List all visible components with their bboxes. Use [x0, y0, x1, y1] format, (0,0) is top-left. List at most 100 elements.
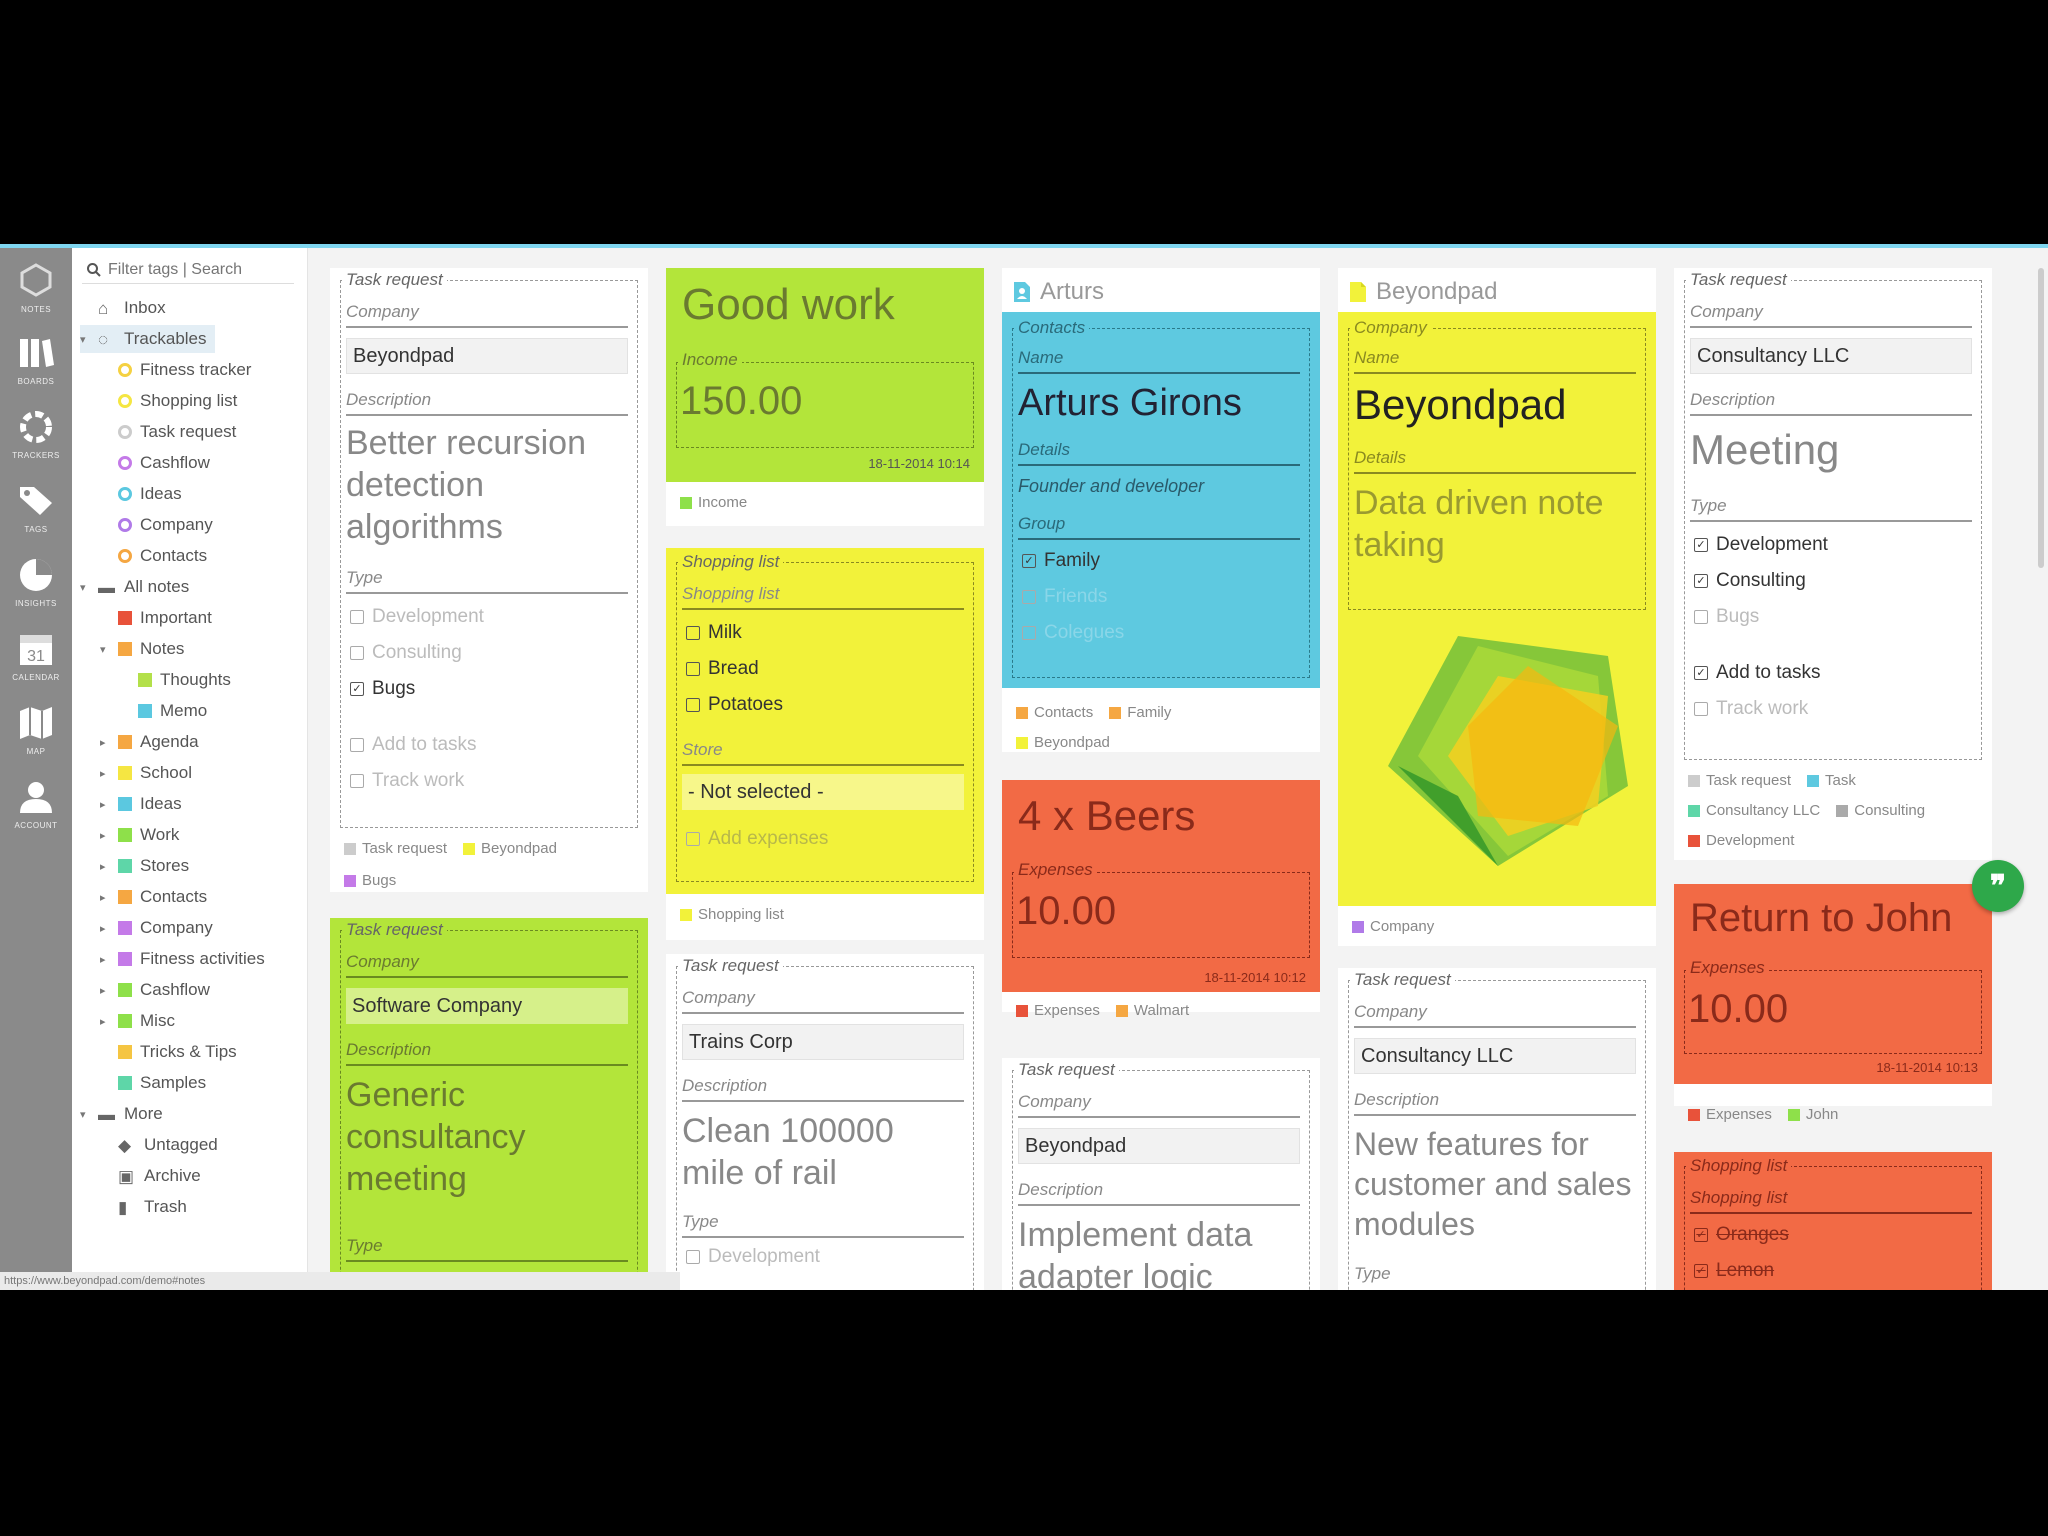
sidebar-item[interactable]: Contacts — [100, 542, 207, 570]
rail-account[interactable]: ACCOUNT — [0, 768, 72, 838]
tag[interactable]: Task — [1807, 772, 1856, 789]
expand-arrow-icon[interactable]: ▸ — [100, 953, 106, 966]
expand-arrow-icon[interactable]: ▾ — [80, 581, 86, 594]
expand-arrow-icon[interactable]: ▸ — [100, 984, 106, 997]
sidebar-item[interactable]: ▾ ▬ More — [80, 1100, 163, 1128]
tag[interactable]: Task request — [344, 840, 447, 857]
expand-arrow-icon[interactable]: ▾ — [80, 1108, 86, 1121]
sidebar-item[interactable]: ▸ Fitness activities — [100, 945, 265, 973]
card-task-software-company[interactable]: Task request Company Software Company De… — [330, 918, 648, 1290]
company-field[interactable]: Software Company — [346, 988, 628, 1024]
sidebar-item[interactable]: ▾ ◌ Trackables — [80, 325, 215, 353]
checkbox-family[interactable]: ✓ Family — [1022, 550, 1100, 572]
expand-arrow-icon[interactable]: ▾ — [100, 643, 106, 656]
rail-trackers[interactable]: TRACKERS — [0, 398, 72, 468]
expand-arrow-icon[interactable]: ▸ — [100, 922, 106, 935]
rail-notes[interactable]: NOTES — [0, 252, 72, 322]
checkbox-bread[interactable]: Bread — [686, 658, 759, 680]
expand-arrow-icon[interactable]: ▸ — [100, 798, 106, 811]
expand-arrow-icon[interactable]: ▸ — [100, 767, 106, 780]
sidebar-item[interactable]: Fitness tracker — [100, 356, 251, 384]
card-contact-arturs[interactable]: Arturs Contacts Name Arturs Girons Detai… — [1002, 268, 1320, 752]
sidebar-item[interactable]: ▸ Misc — [100, 1007, 175, 1035]
sidebar-item[interactable]: Shopping list — [100, 387, 237, 415]
sidebar-item[interactable]: ▸ Ideas — [100, 790, 182, 818]
checkbox-add-to-tasks[interactable]: Add to tasks — [350, 734, 477, 756]
tag[interactable]: Income — [680, 494, 747, 511]
card-task-beyondpad[interactable]: Task request Company Beyondpad Descripti… — [330, 268, 648, 892]
card-4-beers[interactable]: 4 x Beers Expenses 10.00 18-11-2014 10:1… — [1002, 780, 1320, 1019]
tag[interactable]: Bugs — [344, 872, 396, 889]
sidebar-item[interactable]: ⌂ Inbox — [80, 294, 166, 322]
search-box[interactable] — [82, 256, 294, 284]
expand-arrow-icon[interactable]: ▾ — [80, 333, 86, 346]
rail-boards[interactable]: BOARDS — [0, 324, 72, 394]
checkbox-consulting[interactable]: ✓ Consulting — [1694, 570, 1806, 592]
company-field[interactable]: Beyondpad — [1018, 1128, 1300, 1164]
tag[interactable]: Consulting — [1836, 802, 1925, 819]
rail-insights[interactable]: INSIGHTS — [0, 546, 72, 616]
company-field[interactable]: Consultancy LLC — [1690, 338, 1972, 374]
expand-arrow-icon[interactable]: ▸ — [100, 1015, 106, 1028]
sidebar-item[interactable]: ▸ Contacts — [100, 883, 207, 911]
tag[interactable]: Walmart — [1115, 1002, 1189, 1019]
checkbox-oranges[interactable]: ✓ Oranges — [1694, 1224, 1789, 1246]
company-field[interactable]: Beyondpad — [346, 338, 628, 374]
sidebar-item[interactable]: ▾ Notes — [100, 635, 184, 663]
checkbox-development[interactable]: Development — [686, 1246, 820, 1268]
sidebar-item[interactable]: Memo — [120, 697, 207, 725]
rail-calendar[interactable]: 31 CALENDAR — [0, 620, 72, 690]
sidebar-item[interactable]: ▸ School — [100, 759, 192, 787]
company-field[interactable]: Consultancy LLC — [1354, 1038, 1636, 1074]
sidebar-item[interactable]: ▸ Stores — [100, 852, 189, 880]
card-company-beyondpad[interactable]: Beyondpad Company Name Beyondpad Details… — [1338, 268, 1656, 946]
card-shopping-list-2[interactable]: Shopping list Shopping list ✓ Oranges ✓ Le… — [1674, 1152, 1992, 1290]
sidebar-item[interactable]: Tricks & Tips — [100, 1038, 237, 1066]
tag[interactable]: Task request — [1688, 772, 1791, 789]
sidebar-item[interactable]: Company — [100, 511, 213, 539]
checkbox-development[interactable]: Development — [350, 606, 484, 628]
card-return-to-john[interactable]: Return to John Expenses 10.00 18-11-2014… — [1674, 884, 1992, 1123]
card-good-work[interactable]: Good work Income 150.00 18-11-2014 10:14… — [666, 268, 984, 526]
sidebar-item[interactable]: ▮ Trash — [100, 1193, 187, 1221]
sidebar-item[interactable]: ▾ ▬ All notes — [80, 573, 189, 601]
sidebar-item[interactable]: ▸ Work — [100, 821, 179, 849]
tag[interactable]: Development — [1688, 832, 1794, 849]
company-field[interactable]: Trains Corp — [682, 1024, 964, 1060]
sidebar-item[interactable]: Samples — [100, 1069, 206, 1097]
tag[interactable]: Company — [1352, 918, 1434, 935]
sidebar-item[interactable]: ▸ Agenda — [100, 728, 199, 756]
checkbox-track-work[interactable]: Track work — [350, 770, 464, 792]
rail-tags[interactable]: TAGS — [0, 472, 72, 542]
checkbox-add-expenses[interactable]: Add expenses — [686, 828, 828, 850]
checkbox-lemon[interactable]: ✓ Lemon — [1694, 1260, 1774, 1282]
tag[interactable]: Beyondpad — [463, 840, 557, 857]
sidebar-item[interactable]: ◆ Untagged — [100, 1131, 218, 1159]
checkbox-potatoes[interactable]: Potatoes — [686, 694, 783, 716]
card-task-consultancy-features[interactable]: Task request Company Consultancy LLC Des… — [1338, 968, 1656, 1290]
checkbox-bugs[interactable]: Bugs — [1694, 606, 1759, 628]
search-input[interactable] — [108, 260, 288, 279]
checkbox-development[interactable]: ✓ Development — [1694, 534, 1828, 556]
quote-button[interactable]: ❞ — [1972, 860, 2024, 912]
sidebar-item[interactable]: ▸ Cashflow — [100, 976, 210, 1004]
checkbox-bugs[interactable]: ✓ Bugs — [350, 678, 415, 700]
expand-arrow-icon[interactable]: ▸ — [100, 891, 106, 904]
tag[interactable]: Beyondpad — [1016, 734, 1110, 751]
card-task-trains-corp[interactable]: Task request Company Trains Corp Descrip… — [666, 954, 984, 1290]
tag[interactable]: Shopping list — [680, 906, 784, 923]
sidebar-item[interactable]: Cashflow — [100, 449, 210, 477]
expand-arrow-icon[interactable]: ▸ — [100, 829, 106, 842]
checkbox-colegues[interactable]: Colegues — [1022, 622, 1124, 644]
sidebar-item[interactable]: ▸ Company — [100, 914, 213, 942]
sidebar-item[interactable]: Important — [100, 604, 212, 632]
scrollbar[interactable] — [2038, 268, 2044, 568]
checkbox-milk[interactable]: Milk — [686, 622, 742, 644]
checkbox-track-work[interactable]: Track work — [1694, 698, 1808, 720]
tag[interactable]: Family — [1109, 704, 1171, 721]
tag[interactable]: Expenses — [1016, 1002, 1100, 1019]
expand-arrow-icon[interactable]: ▸ — [100, 736, 106, 749]
tag[interactable]: Consultancy LLC — [1688, 802, 1820, 819]
tag[interactable]: Contacts — [1016, 704, 1093, 721]
checkbox-add-to-tasks[interactable]: ✓ Add to tasks — [1694, 662, 1821, 684]
